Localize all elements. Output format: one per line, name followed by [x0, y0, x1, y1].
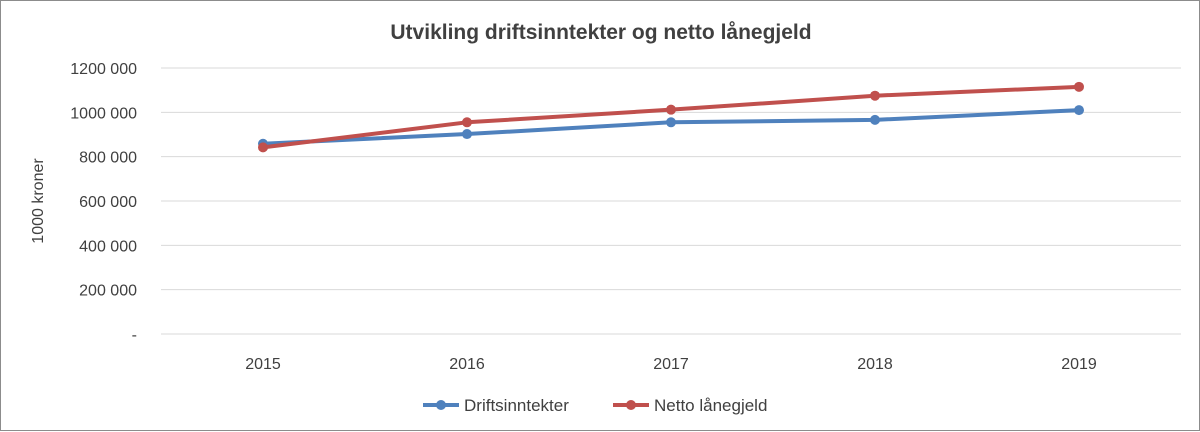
x-axis-ticks: 2015 2016 2017 2018 2019 — [245, 356, 1097, 373]
data-point — [1074, 105, 1084, 116]
data-point — [258, 142, 268, 153]
data-point — [462, 129, 472, 140]
y-tick-label: 800 000 — [79, 150, 137, 167]
y-axis-label: 1000 kroner — [30, 158, 47, 244]
y-tick-label: 600 000 — [79, 194, 137, 211]
y-tick-label: - — [132, 327, 137, 344]
series — [258, 105, 1084, 149]
data-point — [666, 104, 676, 115]
y-tick-label: 400 000 — [79, 238, 137, 255]
legend-label: Netto lånegjeld — [654, 396, 767, 415]
legend-swatch-marker — [436, 400, 446, 410]
data-point — [870, 114, 880, 125]
y-tick-label: 1200 000 — [70, 61, 137, 78]
legend-swatch-marker — [626, 400, 636, 410]
data-point — [870, 90, 880, 101]
data-point — [1074, 81, 1084, 92]
x-tick-label: 2017 — [653, 356, 689, 373]
y-tick-label: 200 000 — [79, 283, 137, 300]
chart-title: Utvikling driftsinntekter og netto låneg… — [390, 21, 811, 44]
x-tick-label: 2016 — [449, 356, 485, 373]
series — [258, 81, 1084, 153]
series-lines — [258, 81, 1084, 153]
y-axis-ticks: - 200 000 400 000 600 000 800 000 1000 000 120… — [70, 61, 137, 344]
legend-label: Driftsinntekter — [464, 396, 569, 415]
data-point — [666, 117, 676, 128]
x-tick-label: 2015 — [245, 356, 281, 373]
data-point — [462, 117, 472, 128]
x-tick-label: 2018 — [857, 356, 893, 373]
y-tick-label: 1000 000 — [70, 105, 137, 122]
legend: Driftsinntekter Netto lånegjeld — [423, 396, 767, 415]
x-tick-label: 2019 — [1061, 356, 1097, 373]
